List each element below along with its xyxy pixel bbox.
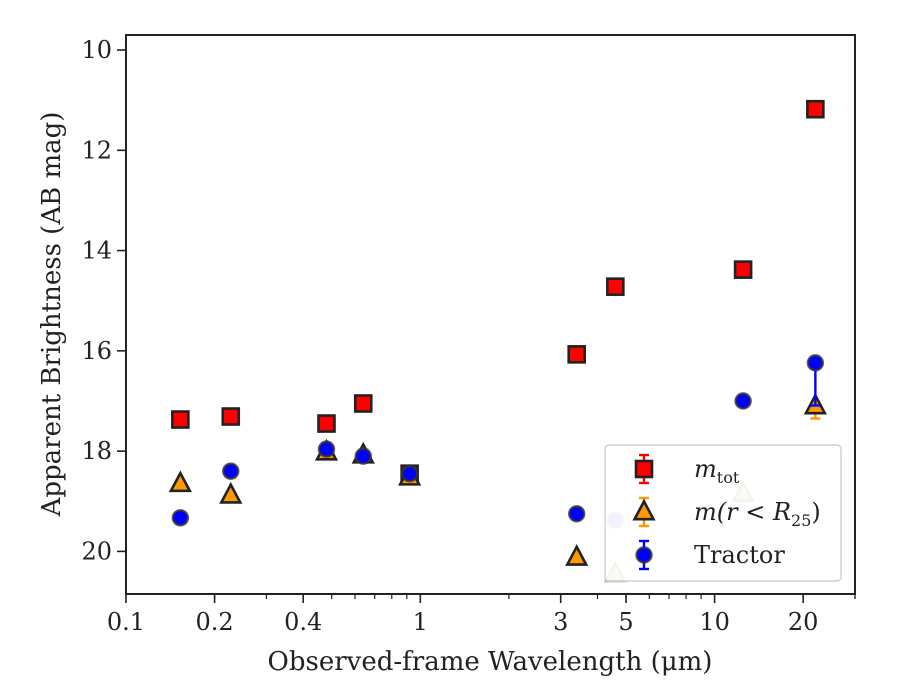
legend-label: m(r < R25) <box>694 498 821 530</box>
data-point <box>806 99 825 119</box>
legend-label: Tractor <box>694 541 785 569</box>
x-tick-label: 10 <box>699 608 730 636</box>
x-tick-label: 20 <box>788 608 819 636</box>
plot-frame <box>125 34 856 595</box>
x-tick-label: 0.2 <box>196 608 234 636</box>
y-tick-label: 16 <box>81 337 112 365</box>
x-axis-label: Observed-frame Wavelength (μm) <box>268 647 713 677</box>
legend-marker <box>634 459 654 479</box>
data-point <box>221 407 241 426</box>
data-point <box>806 354 825 372</box>
legend: mtot m(r < R25) Tractor <box>604 444 842 582</box>
data-point <box>354 447 372 465</box>
data-point <box>171 410 190 429</box>
x-tick-label: 0.4 <box>284 608 322 636</box>
y-axis-label: Apparent Brightness (AB mag) <box>37 112 67 518</box>
data-point <box>567 345 587 364</box>
y-tick-label: 18 <box>81 437 112 465</box>
points-layer <box>168 99 827 583</box>
data-point <box>168 470 192 493</box>
x-tick-label: 5 <box>618 608 633 636</box>
data-point <box>171 509 190 527</box>
ticks-layer: 0.1 0.2 0.4 1 3 5 10 20 10 12 14 16 18 20 <box>81 36 856 636</box>
data-point <box>606 277 625 296</box>
data-point <box>317 440 336 458</box>
y-tick-label: 20 <box>81 537 112 565</box>
data-point <box>400 464 419 483</box>
legend-marker <box>632 498 656 521</box>
data-point <box>219 481 243 504</box>
data-point <box>317 414 336 433</box>
data-point <box>568 505 586 523</box>
x-tick-label: 0.1 <box>107 608 145 636</box>
data-point <box>353 394 373 413</box>
legend-box <box>604 444 842 582</box>
y-tick-label: 10 <box>81 36 112 64</box>
data-point <box>565 544 589 566</box>
x-tick-label: 3 <box>553 608 568 636</box>
data-point <box>733 260 753 279</box>
legend-label: mtot <box>694 455 740 487</box>
data-point <box>222 462 240 480</box>
x-tick-label: 1 <box>413 608 428 636</box>
y-tick-label: 14 <box>81 237 112 265</box>
legend-marker <box>635 546 653 564</box>
y-tick-label: 12 <box>81 136 112 164</box>
data-point <box>734 392 752 410</box>
